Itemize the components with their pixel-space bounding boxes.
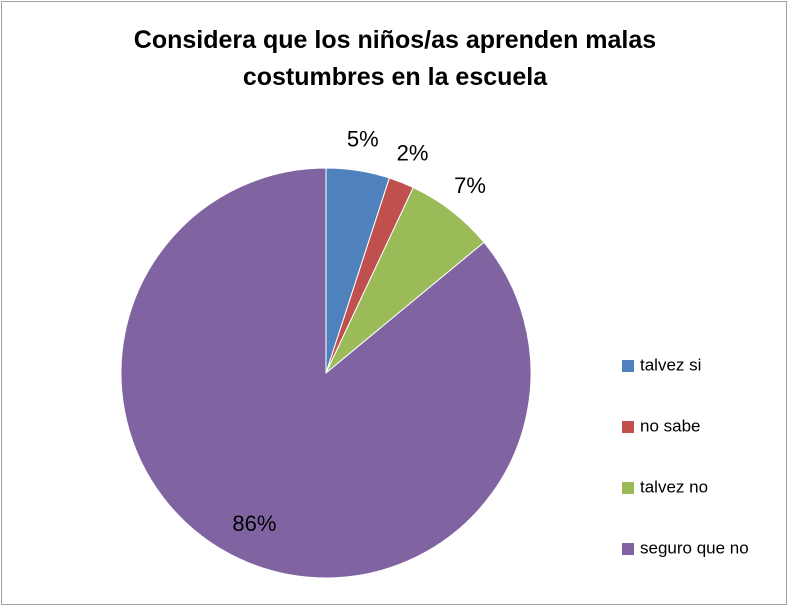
legend-label: talvez no — [640, 477, 708, 496]
data-label: 5% — [347, 127, 379, 152]
data-label: 86% — [232, 511, 276, 536]
legend-label: talvez si — [640, 355, 701, 374]
chart-title: Considera que los niños/as aprenden mala… — [133, 26, 657, 91]
legend-swatch — [622, 421, 634, 433]
legend-swatch — [622, 360, 634, 372]
legend-swatch — [622, 543, 634, 555]
pie-slice — [120, 167, 532, 579]
legend-label: seguro que no — [640, 538, 749, 557]
legend-swatch — [622, 482, 634, 494]
legend-label: no sabe — [640, 416, 701, 435]
data-label: 2% — [397, 140, 429, 165]
data-label: 7% — [454, 173, 486, 198]
